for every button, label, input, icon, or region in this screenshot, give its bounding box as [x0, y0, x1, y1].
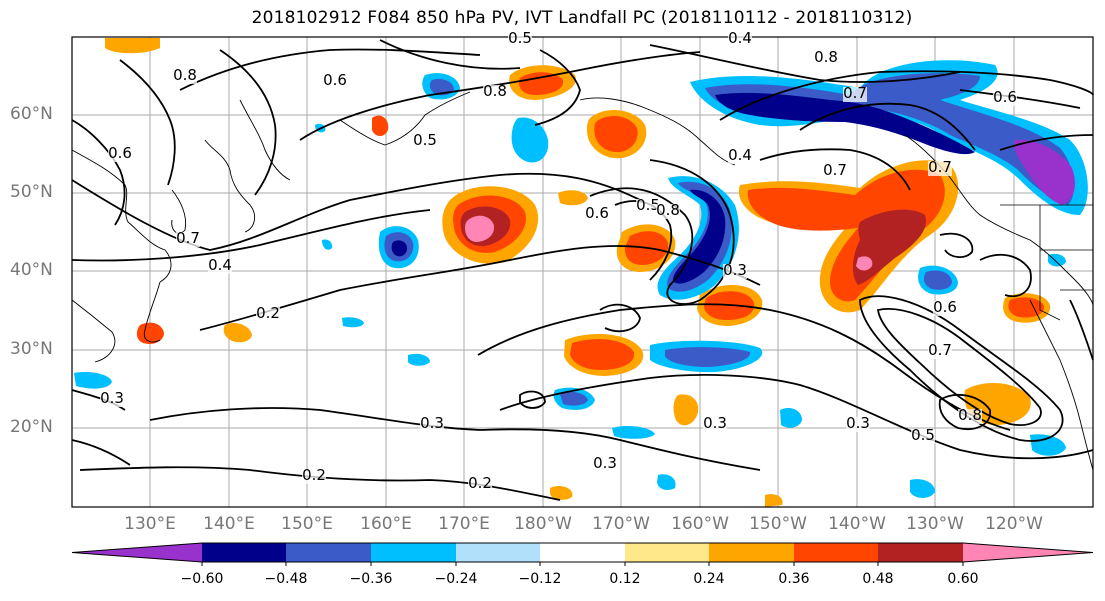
contour-label: 0.8 [483, 82, 507, 100]
contour-label-bg [728, 32, 752, 47]
contour-label-bg [483, 85, 507, 100]
contour-label-bg [585, 207, 609, 222]
contour-label: 0.5 [636, 196, 660, 214]
contour-label: 0.2 [468, 474, 492, 492]
contour-label: 0.7 [823, 161, 847, 179]
contour-label-bg [823, 164, 847, 179]
contour-label: 0.3 [703, 414, 727, 432]
contour-label-bg [508, 32, 532, 47]
map-panel: 0.5 0.40.80.60.8 0.7 0.60.80.50.40.70.50.70… [71, 29, 1094, 508]
contour-label-bg [413, 134, 437, 149]
colorbar-tick-label: 0.48 [862, 571, 894, 587]
contour-label: 0.7 [843, 84, 867, 102]
contour-label-bg [208, 259, 232, 274]
contour-label-bg [636, 199, 660, 214]
colorbar-tick-label: −0.24 [434, 571, 478, 587]
figure-title: 2018102912 F084 850 hPa PV, IVT Landfall… [251, 8, 913, 28]
lon-label: 140°W [828, 514, 886, 534]
contour-label: 0.4 [208, 256, 232, 274]
contour-label-bg [928, 161, 952, 176]
contour-label-bg [656, 204, 680, 219]
lat-label: 20°N [10, 417, 53, 437]
pv-contours [71, 39, 1094, 501]
map-frame [71, 36, 1094, 508]
contour-label: 0.5 [413, 131, 437, 149]
colorbar-tick-label: 0.12 [609, 571, 641, 587]
lon-label: 170°E [438, 514, 490, 534]
lon-label: 160°E [360, 514, 412, 534]
contour-label-bg [723, 264, 747, 279]
contour-label: 0.6 [993, 88, 1017, 106]
contour-label: 0.8 [173, 66, 197, 84]
contour-label-bg [302, 469, 326, 484]
contour-label-bg [468, 477, 492, 492]
contour-label: 0.6 [108, 144, 132, 162]
contour-label: 0.4 [728, 146, 752, 164]
contour-label-bg [958, 409, 982, 424]
lat-label: 50°N [10, 182, 53, 202]
contour-label-bg [703, 417, 727, 432]
contour-label: 0.7 [176, 229, 200, 247]
contour-label: 0.7 [928, 341, 952, 359]
contour-label-bg [814, 51, 838, 66]
contour-label: 0.6 [933, 298, 957, 316]
colorbar-tick-label: 0.60 [947, 571, 979, 587]
contour-label-bg [843, 87, 867, 102]
negative-anomalies [74, 60, 1088, 498]
contour-label: 0.3 [100, 389, 124, 407]
contour-label: 0.3 [723, 261, 747, 279]
contour-label-bg [323, 74, 347, 89]
contour-label: 0.8 [656, 201, 680, 219]
colorbar-tick-label: −0.36 [349, 571, 393, 587]
contour-label: 0.3 [846, 414, 870, 432]
contour-label: 0.5 [911, 426, 935, 444]
lon-label: 150°W [749, 514, 807, 534]
contour-label: 0.2 [256, 304, 280, 322]
lon-label: 120°W [985, 514, 1043, 534]
colorbar-ticks [201, 562, 964, 566]
contour-label: 0.7 [928, 158, 952, 176]
contour-label: 0.6 [585, 204, 609, 222]
colorbar-tick-label: −0.48 [264, 571, 308, 587]
contour-label: 0.8 [814, 48, 838, 66]
contour-label-bg [108, 147, 132, 162]
lon-label: 160°W [671, 514, 729, 534]
contour-label-bg [993, 91, 1017, 106]
lat-label: 60°N [10, 104, 53, 124]
contour-label-bg [593, 457, 617, 472]
lon-label: 130°E [124, 514, 176, 534]
contour-label: 0.3 [593, 454, 617, 472]
contour-label-bg [256, 307, 280, 322]
lon-label: 150°E [281, 514, 333, 534]
contour-label-bg [846, 417, 870, 432]
contour-label-bg [933, 301, 957, 316]
contour-label: 0.4 [728, 29, 752, 47]
colorbar-tick-label: 0.24 [693, 571, 725, 587]
contour-label-bg [420, 417, 444, 432]
colorbar-tick-label: −0.60 [180, 571, 224, 587]
contour-label-bg [928, 344, 952, 359]
colorbar-tick-label: 0.36 [778, 571, 810, 587]
positive-anomalies [105, 38, 1051, 507]
contour-label: 0.5 [508, 29, 532, 47]
contour-label: 0.2 [302, 466, 326, 484]
lon-label: 140°E [203, 514, 255, 534]
lat-label: 40°N [10, 260, 53, 280]
contour-label: 0.8 [958, 406, 982, 424]
contour-label-bg [173, 69, 197, 84]
contour-label: 0.6 [323, 71, 347, 89]
lon-label: 170°W [592, 514, 650, 534]
lat-label: 30°N [10, 339, 53, 359]
contour-label-bg [728, 149, 752, 164]
contour-label-bg [176, 232, 200, 247]
contour-label-bg [911, 429, 935, 444]
colorbar-tick-label: −0.12 [518, 571, 562, 587]
political-borders [1000, 204, 1093, 321]
contour-labels: 0.5 0.40.80.60.8 0.7 0.60.80.50.40.70.50.70… [100, 29, 1017, 492]
contour-label: 0.3 [420, 414, 444, 432]
contour-label-bg [100, 392, 124, 407]
lon-label: 180°W [514, 514, 572, 534]
lon-label: 130°W [906, 514, 964, 534]
